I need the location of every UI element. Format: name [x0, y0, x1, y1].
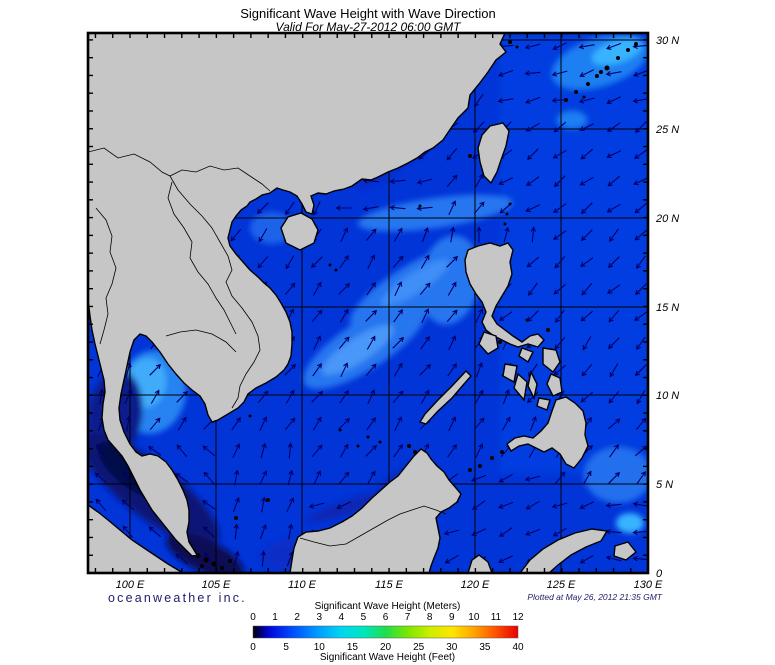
meters-tick: 4	[339, 612, 345, 623]
meters-tick: 0	[250, 612, 256, 623]
lon-label: 120 E	[461, 579, 490, 591]
meters-tick: 12	[512, 612, 524, 623]
lat-label: 10 N	[656, 390, 679, 402]
meters-tick: 2	[294, 612, 300, 623]
land-sulawesi-west	[467, 554, 493, 573]
lon-label: 100 E	[116, 579, 145, 591]
lat-label: 15 N	[656, 302, 679, 314]
feet-tick-labels: 0 5 10 15 20 25 30 35 40	[250, 642, 524, 653]
meters-tick: 11	[491, 612, 502, 623]
land-luzon	[464, 242, 545, 348]
color-scale-bar	[252, 625, 519, 639]
small-islands	[195, 40, 638, 570]
feet-tick: 20	[380, 642, 392, 653]
land-cebu	[527, 369, 538, 401]
land-taiwan	[477, 122, 510, 185]
feet-tick: 30	[446, 642, 458, 653]
land-leyte	[546, 373, 563, 397]
meters-tick: 9	[449, 612, 455, 623]
land-sulawesi-east	[613, 541, 637, 561]
feet-tick: 15	[347, 642, 359, 653]
lat-label: 30 N	[656, 35, 679, 47]
land-palawan	[418, 369, 472, 425]
meters-tick: 5	[361, 612, 367, 623]
meters-tick: 8	[427, 612, 433, 623]
meters-tick: 1	[272, 612, 278, 623]
feet-tick: 35	[479, 642, 491, 653]
land-borneo	[289, 448, 462, 573]
lat-label: 0	[656, 568, 663, 580]
meters-tick-labels: 0 1 2 3 4 5 6 7 8 9 10 11 12	[250, 612, 524, 623]
colorbar-legend: 0 1 2 3 4 5 6 7 8 9 10 11 120 5 10 15 20 25 30 35 40	[250, 612, 524, 653]
meters-tick: 6	[383, 612, 389, 623]
country-borders	[88, 147, 447, 547]
lon-label: 130 E	[634, 579, 663, 591]
land-sumatra	[88, 504, 185, 573]
land-mindoro	[478, 331, 499, 355]
land-bohol	[536, 397, 551, 411]
map-frame	[86, 31, 650, 575]
oceanweather-logo-text: oceanweather inc.	[108, 591, 247, 605]
land-masbate	[518, 347, 534, 364]
lat-label: 20 N	[655, 213, 679, 225]
legend-feet-label: Significant Wave Height (Feet)	[319, 652, 456, 663]
lon-label: 105 E	[202, 579, 231, 591]
feet-tick: 10	[314, 642, 326, 653]
meters-tick: 3	[316, 612, 322, 623]
legend-meters-label: Significant Wave Height (Meters)	[314, 601, 461, 612]
feet-tick: 5	[283, 642, 289, 653]
lon-label: 115 E	[375, 579, 404, 591]
feet-tick: 0	[250, 642, 256, 653]
land-samar	[542, 347, 561, 374]
feet-tick: 40	[512, 642, 524, 653]
page-title: Significant Wave Height with Wave Direct…	[240, 6, 496, 21]
land-hainan	[280, 212, 319, 251]
meters-tick: 10	[468, 612, 480, 623]
plotted-at-note: Plotted at May 26, 2012 21:35 GMT	[527, 592, 662, 602]
land-mindanao	[506, 396, 589, 469]
degree-ticks	[88, 33, 648, 573]
lat-label: 5 N	[656, 479, 673, 491]
land-panay	[502, 363, 518, 384]
feet-tick: 25	[413, 642, 425, 653]
meters-tick: 7	[405, 612, 411, 623]
land-asia-mainland	[88, 33, 507, 557]
lon-label: 110 E	[288, 579, 317, 591]
axis-labels: 30 N 25 N 20 N 15 N 10 N 5 N 0 100 E 105 E 110 E 1…	[116, 35, 680, 591]
valid-time-subtitle: Valid For May-27-2012 06:00 GMT	[275, 20, 461, 34]
lon-label: 125 E	[547, 579, 576, 591]
lat-label: 25 N	[655, 124, 679, 136]
land-negros	[513, 372, 528, 402]
land-sulawesi-arm	[519, 528, 609, 573]
land-masses	[88, 33, 637, 573]
